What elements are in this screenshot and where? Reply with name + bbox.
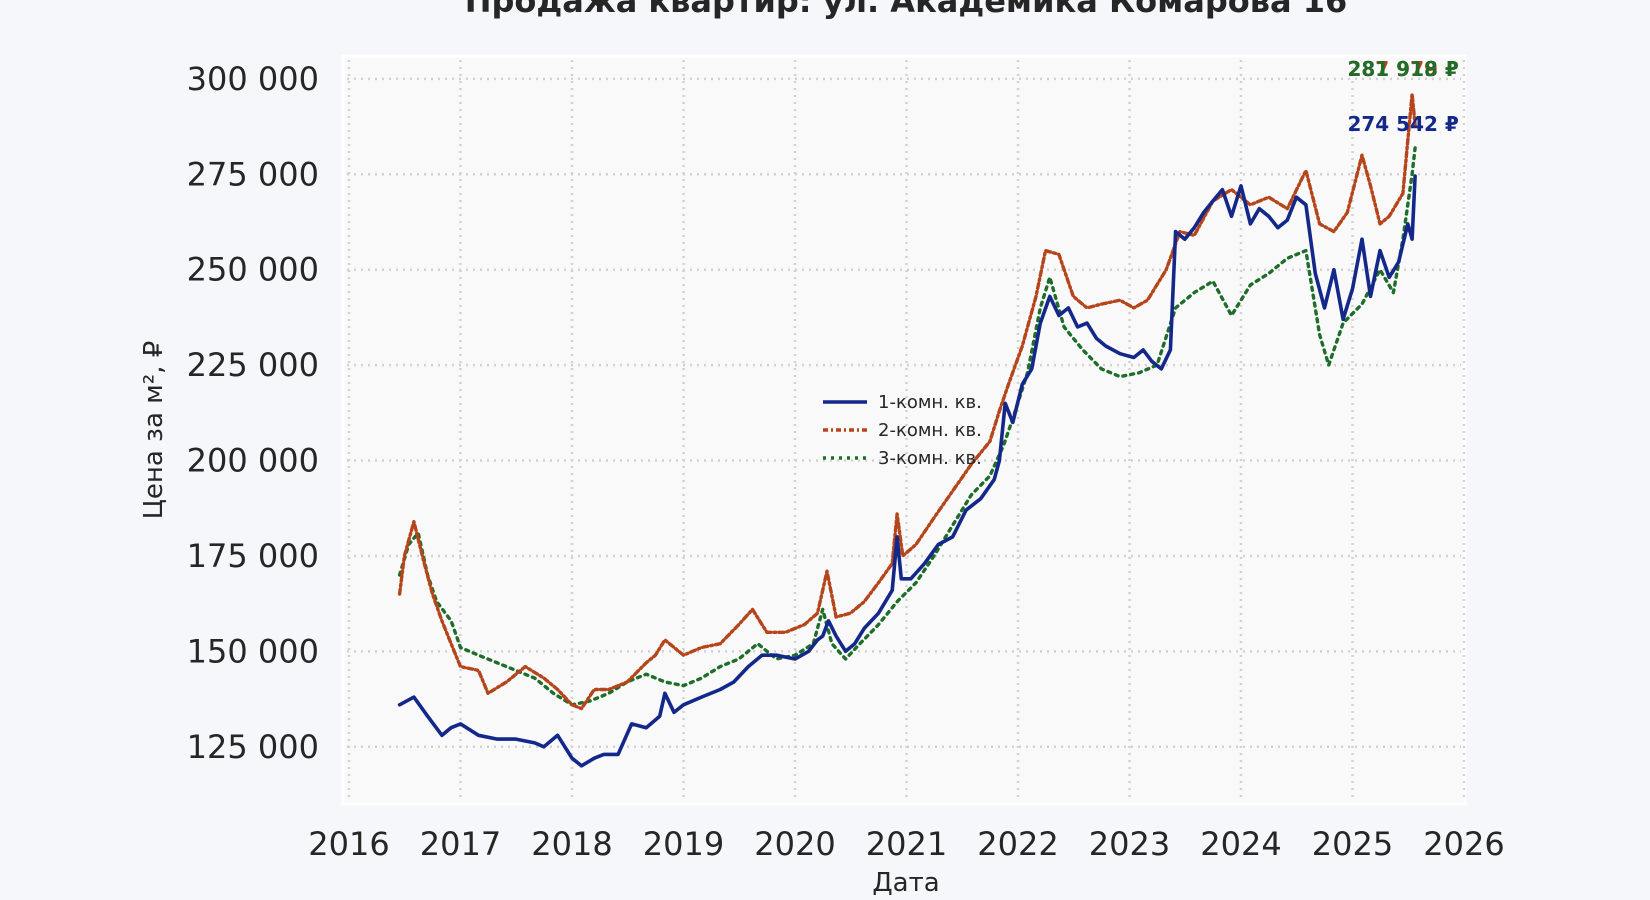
legend-label-3: 3-комн. кв. (878, 448, 982, 469)
end-labels: 274 542 ₽ 287 979 ₽281 918 ₽ (1347, 57, 1458, 136)
x-tick-label: 2026 (1423, 825, 1504, 863)
x-tick-label: 2016 (308, 825, 389, 863)
end-value-label-1: 274 542 ₽ (1347, 112, 1458, 136)
y-axis-title: Цена за м², ₽ (139, 341, 169, 520)
grid (347, 60, 1466, 800)
series-line-3 (397, 146, 1417, 707)
series-line-1 (397, 174, 1417, 768)
x-tick-label: 2020 (754, 825, 835, 863)
x-tick-label: 2019 (643, 825, 724, 863)
y-tick-label: 150 000 (187, 632, 319, 670)
legend-label-1: 1-комн. кв. (878, 392, 982, 413)
y-tick-label: 300 000 (187, 60, 319, 98)
y-axis-ticks: 125 000 150 000 175 000 200 000 225 000 250 0… (187, 60, 319, 766)
x-tick-label: 2017 (420, 825, 501, 863)
y-tick-label: 250 000 (187, 251, 319, 289)
x-axis-title: Дата (872, 868, 939, 898)
x-tick-label: 2018 (531, 825, 612, 863)
y-tick-label: 125 000 (187, 728, 319, 766)
end-value-label-3: 281 918 ₽ (1347, 57, 1458, 81)
x-axis-ticks: 2016 2017 2018 2019 2020 2021 2022 2023 2024 2025… (308, 825, 1504, 863)
series-line-2 (397, 92, 1417, 711)
x-tick-label: 2025 (1312, 825, 1393, 863)
legend: 1-комн. кв. 2-комн. кв. 3-комн. кв. (823, 392, 982, 469)
plot-area (341, 54, 1467, 806)
y-tick-label: 225 000 (187, 346, 319, 384)
x-tick-label: 2022 (977, 825, 1058, 863)
y-tick-label: 175 000 (187, 537, 319, 575)
chart-title: Продажа квартир: ул. Академика Комарова … (465, 0, 1348, 20)
series-layer (397, 92, 1417, 768)
y-tick-label: 200 000 (187, 442, 319, 480)
end-value-label-2: 287 979 ₽ (1347, 57, 1458, 81)
x-tick-label: 2024 (1200, 825, 1281, 863)
x-tick-label: 2021 (866, 825, 947, 863)
y-tick-label: 275 000 (187, 155, 319, 193)
legend-label-2: 2-комн. кв. (878, 420, 982, 441)
x-tick-label: 2023 (1089, 825, 1170, 863)
